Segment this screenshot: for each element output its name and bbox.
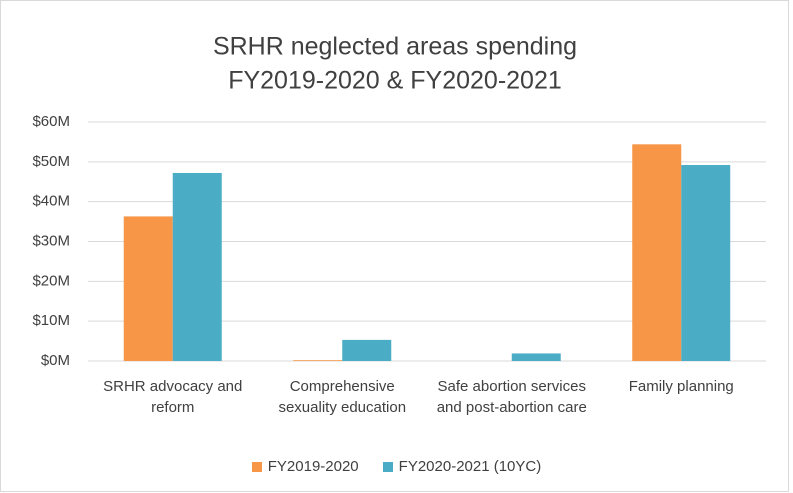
y-tick-label: $60M (32, 113, 70, 130)
y-tick-label: $10M (32, 312, 70, 329)
y-tick-label: $30M (32, 232, 70, 249)
bar (342, 339, 392, 361)
bar (632, 144, 682, 361)
x-tick-label: Family planning (628, 378, 734, 395)
x-tick-label: Comprehensive sexuality education (278, 378, 407, 416)
legend-swatch (251, 461, 262, 472)
x-tick-label: Safe abortion services and post-abortion… (436, 378, 587, 416)
bar (511, 353, 561, 361)
bar (681, 165, 731, 361)
y-tick-label: $20M (32, 272, 70, 289)
legend-label: FY2019-2020 (267, 458, 359, 475)
legend-item: FY2019-2020 (251, 458, 359, 475)
y-tick-label: $40M (32, 193, 70, 210)
y-tick-label: $50M (32, 153, 70, 170)
legend-swatch (382, 461, 393, 472)
legend-label: FY2020-2021 (10YC) (398, 458, 542, 475)
legend-item: FY2020-2021 (10YC) (382, 458, 542, 475)
bar (123, 216, 173, 361)
legend: FY2019-2020 FY2020-2021 (10YC) (0, 458, 793, 475)
chart-title: FY2019-2020 & FY2020-2021 (228, 67, 562, 95)
bar (293, 360, 343, 361)
chart-title: SRHR neglected areas spending (213, 33, 577, 61)
x-tick-label: SRHR advocacy and reform (103, 378, 243, 416)
y-tick-label: $0M (41, 352, 70, 369)
bar (172, 172, 222, 361)
